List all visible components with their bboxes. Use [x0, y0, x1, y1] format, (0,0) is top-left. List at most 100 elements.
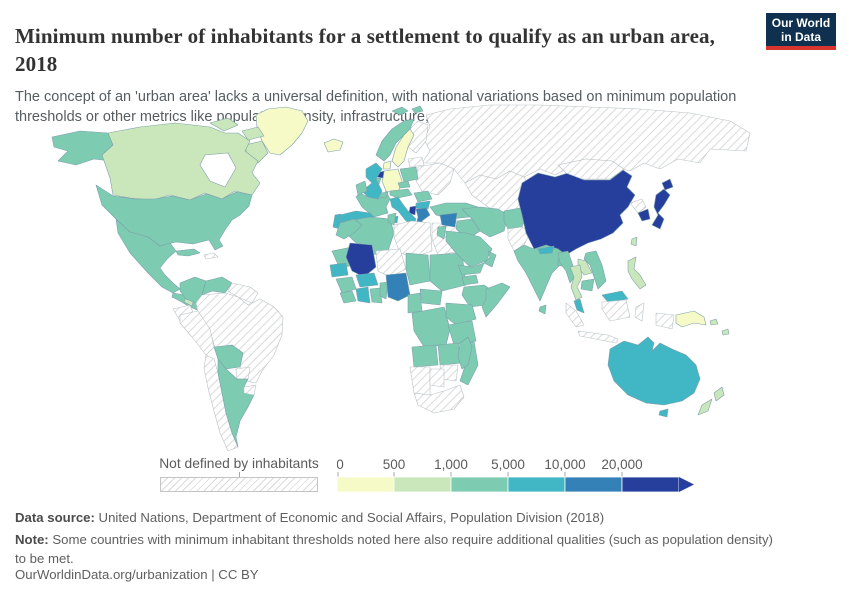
region-ghana[interactable] — [369, 287, 383, 304]
region-burkina-faso[interactable] — [355, 272, 379, 288]
legend-tick-10000: 10,000 — [544, 457, 585, 472]
region-taiwan[interactable] — [630, 236, 638, 247]
region-niger[interactable] — [375, 248, 407, 278]
region-sierra-leone-liberia[interactable] — [339, 290, 357, 304]
region-india[interactable] — [513, 244, 567, 302]
region-syria[interactable] — [439, 212, 458, 228]
region-north-korea[interactable] — [629, 198, 647, 214]
region-thailand[interactable] — [569, 264, 583, 301]
region-tasmania[interactable] — [658, 408, 669, 418]
legend-arrow-cap — [679, 477, 694, 492]
region-vietnam[interactable] — [583, 250, 607, 290]
region-sri-lanka[interactable] — [538, 304, 547, 315]
citation-link[interactable]: OurWorldinData.org/urbanization | CC BY — [15, 567, 259, 582]
region-ireland[interactable] — [355, 180, 368, 196]
region-libya[interactable] — [393, 220, 433, 258]
legend-color-bar: 0 500 1,000 5,000 10,000 20,000 — [337, 457, 694, 493]
region-angola[interactable] — [411, 344, 439, 368]
region-iran[interactable] — [461, 206, 509, 238]
region-senegal[interactable] — [329, 262, 349, 278]
region-romania[interactable] — [413, 190, 433, 203]
region-australia[interactable] — [607, 336, 701, 406]
region-namibia[interactable] — [409, 366, 431, 396]
region-uruguay[interactable] — [243, 384, 257, 396]
legend-bin-5000[interactable] — [507, 476, 566, 493]
note-label: Note: — [15, 532, 49, 547]
region-alaska[interactable] — [51, 130, 114, 166]
region-morocco[interactable] — [335, 218, 363, 240]
note-text: Some countries with minimum inhabitant t… — [15, 532, 773, 566]
region-germany[interactable] — [381, 168, 403, 194]
region-papua-new-guinea[interactable] — [675, 310, 707, 328]
region-guinea[interactable] — [335, 276, 357, 294]
region-madagascar[interactable] — [457, 336, 473, 370]
region-mongolia-overlay[interactable] — [557, 158, 625, 180]
region-malaysia[interactable] — [573, 290, 629, 314]
region-japan[interactable] — [651, 178, 674, 230]
legend-tick-500: 500 — [383, 457, 406, 472]
region-argentina[interactable] — [217, 358, 255, 448]
region-eritrea[interactable] — [461, 274, 479, 286]
legend-bin-0[interactable] — [337, 476, 395, 493]
region-jordan-israel[interactable] — [436, 225, 447, 240]
region-denmark[interactable] — [382, 160, 392, 170]
region-cuba[interactable] — [175, 248, 201, 257]
region-myanmar[interactable] — [557, 250, 577, 284]
legend-bin-1000[interactable] — [450, 476, 509, 493]
note-line: Note: Some countries with minimum inhabi… — [15, 531, 787, 568]
region-togo-benin[interactable] — [379, 281, 389, 300]
region-canada-arctic[interactable] — [181, 117, 269, 164]
owid-logo-line2: in Data — [780, 30, 821, 44]
legend-no-data-swatch[interactable] — [160, 477, 318, 492]
region-nigeria[interactable] — [385, 272, 411, 302]
region-china[interactable] — [517, 169, 636, 256]
data-source-line: Data source: United Nations, Department … — [15, 510, 795, 525]
region-sweden[interactable] — [391, 128, 415, 168]
region-south-africa[interactable] — [413, 384, 465, 414]
region-central-african-republic[interactable] — [419, 288, 443, 306]
region-ukraine-belarus[interactable] — [415, 162, 455, 196]
region-cambodia[interactable] — [580, 278, 595, 292]
legend-bin-500[interactable] — [393, 476, 452, 493]
data-source-label: Data source: — [15, 510, 95, 525]
region-chad[interactable] — [405, 252, 431, 286]
region-caribbean[interactable] — [203, 252, 219, 260]
region-cameroon[interactable] — [407, 292, 423, 314]
legend-tick-0: 0 — [337, 457, 344, 472]
region-philippines[interactable] — [627, 256, 647, 290]
hudson-bay — [199, 152, 237, 188]
region-greenland[interactable] — [255, 106, 309, 156]
region-yemen[interactable] — [457, 262, 485, 276]
region-venezuela[interactable] — [201, 276, 233, 296]
region-canada[interactable] — [101, 122, 261, 201]
region-new-zealand[interactable] — [697, 386, 725, 416]
region-czechia[interactable] — [397, 180, 411, 189]
region-south-korea[interactable] — [637, 208, 651, 222]
legend-tick-1000: 1,000 — [434, 457, 468, 472]
region-nepal[interactable] — [537, 245, 555, 255]
legend-no-data-label: Not defined by inhabitants — [159, 456, 319, 471]
region-drc[interactable] — [411, 306, 451, 348]
region-paraguay[interactable] — [235, 366, 251, 380]
region-austria-hungary[interactable] — [389, 188, 413, 199]
region-poland[interactable] — [399, 166, 419, 183]
region-indonesia[interactable] — [565, 299, 675, 344]
legend-tick-5000: 5,000 — [491, 457, 525, 472]
region-ivory-coast[interactable] — [355, 286, 371, 304]
region-somalia[interactable] — [481, 282, 511, 318]
region-iceland[interactable] — [323, 138, 344, 153]
region-peru[interactable] — [179, 310, 215, 356]
region-albania[interactable] — [408, 205, 417, 216]
region-oman[interactable] — [483, 250, 497, 268]
legend-bin-20000[interactable] — [621, 476, 680, 493]
region-baltics[interactable] — [407, 156, 425, 168]
region-solomon-islands[interactable] — [709, 318, 730, 336]
region-botswana[interactable] — [429, 368, 445, 388]
owid-logo[interactable]: Our World in Data — [766, 13, 836, 50]
region-norway[interactable] — [375, 118, 415, 162]
legend-bin-10000[interactable] — [564, 476, 623, 493]
region-mali[interactable] — [345, 242, 377, 278]
world-choropleth-map — [10, 103, 770, 461]
region-mexico[interactable] — [115, 218, 181, 294]
region-svalbard[interactable] — [391, 105, 424, 116]
